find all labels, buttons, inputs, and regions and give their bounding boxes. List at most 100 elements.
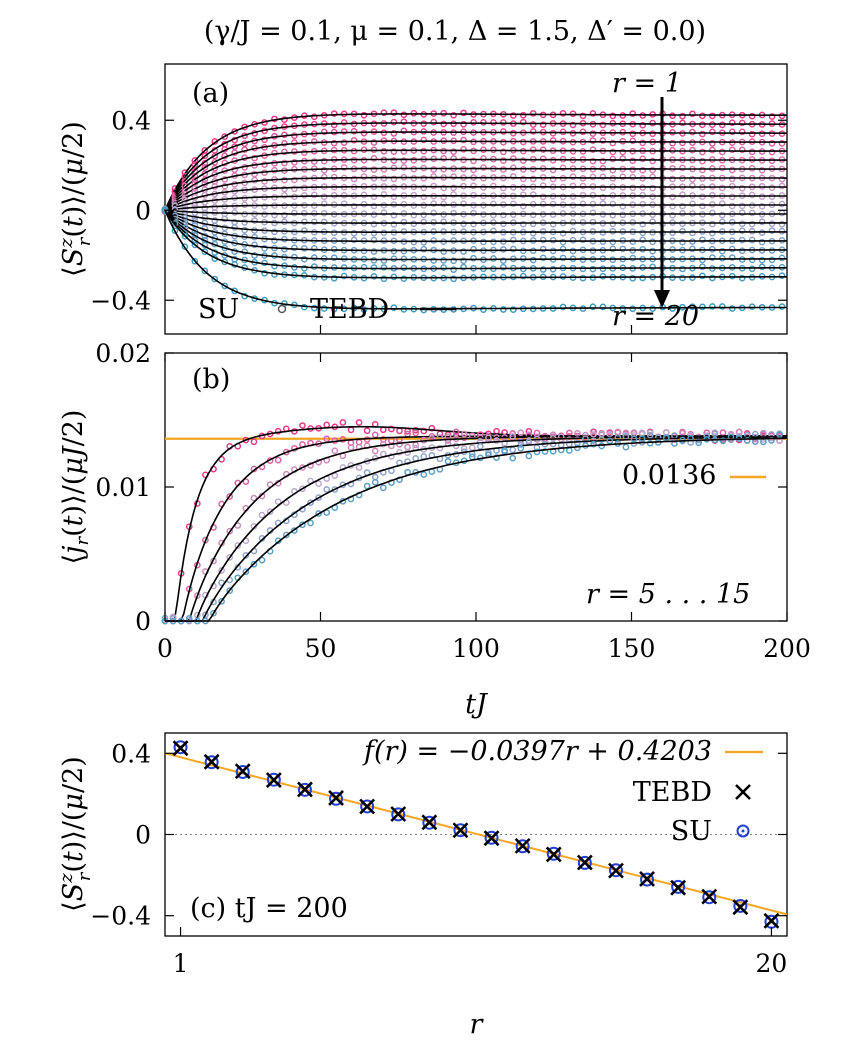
panel-a-su-point [231, 287, 239, 295]
panel-c-legend-su-marker [736, 824, 750, 838]
panel-a-su-point [271, 237, 278, 244]
panel-a-tebd-line-r15 [164, 209, 787, 243]
panel-b-xlabel: tJ [465, 689, 489, 720]
panel-a-su-point [718, 148, 726, 156]
panel-a-su-point [320, 166, 328, 174]
panel-a-su-point [609, 112, 617, 120]
panel-c-tebd-point-r9 [421, 814, 438, 831]
panel-a-su-point [330, 274, 338, 282]
panel-a-su-point [649, 166, 656, 174]
panel-b-su-point [226, 554, 234, 561]
panel-b-su-point [509, 446, 517, 454]
panel-a-su-point [738, 119, 746, 127]
panel-a-su-point [589, 173, 597, 181]
panel-b-su-point [371, 478, 379, 486]
panel-a-su-point [460, 200, 467, 208]
panel-a-su-point [539, 245, 547, 253]
panel-a-su-point [709, 274, 716, 282]
panel-a-su-point [370, 202, 378, 210]
panel-a-su-point [649, 238, 656, 246]
panel-a-su-point [559, 245, 567, 253]
panel-a-su-point [599, 272, 607, 280]
panel-a-legend-tebd-label: TEBD [310, 294, 389, 325]
panel-b-ytick-label: 0.02 [95, 339, 151, 368]
panel-a-su-point [699, 157, 706, 165]
panel-a-su-point [460, 257, 467, 265]
panel-b-su-point [468, 444, 476, 452]
panel-a-su-point [490, 227, 497, 235]
panel-a-su-point [430, 166, 438, 173]
panel-a-su-point [410, 211, 418, 219]
panel-a-su-point [509, 306, 517, 313]
panel-a-su-point [310, 138, 318, 145]
panel-a-su-point [221, 215, 229, 223]
panel-a-su-point [211, 164, 219, 172]
panel-a-su-point [679, 265, 686, 273]
panel-a-su-point [261, 211, 268, 218]
panel-a-annotation-r20: r = 20 [612, 301, 699, 332]
panel-b-su-point [590, 428, 597, 436]
panel-a-su-point [201, 164, 209, 171]
panel-b-su-point [460, 445, 468, 452]
panel-a-su-point [639, 139, 647, 147]
panel-b-su-point [493, 427, 500, 435]
panel-a-su-point [718, 200, 726, 208]
panel-b-su-point [517, 441, 525, 448]
panel-a-su-point [340, 128, 348, 135]
panel-a-su-point [579, 200, 587, 208]
panel-b-su-point [315, 480, 322, 487]
panel-c-points [172, 740, 780, 929]
panel-a-su-point [509, 200, 517, 208]
panel-b-su-point [258, 556, 266, 564]
panel-a-su-point [460, 263, 467, 271]
panel-a-su-point [430, 257, 438, 264]
panel-a-su-point [281, 176, 288, 184]
panel-b-annotation: r = 5 . . . 15 [586, 579, 750, 610]
panel-a-su-point [490, 119, 497, 126]
panel-a-su-point [649, 247, 656, 255]
panel-a-su-point [370, 193, 378, 201]
panel-a-arrow-head [654, 290, 670, 308]
panel-b-su-point [347, 444, 355, 451]
panel-a-su-point [440, 257, 448, 264]
panel-b-su-point [630, 435, 638, 443]
panel-a-su-point [529, 121, 537, 128]
panel-b-su-point [719, 429, 727, 436]
panel-a-su-point [211, 275, 219, 283]
panel-b-label: (b) [192, 364, 230, 395]
panel-a-su-point [709, 254, 716, 261]
panel-a-su-point [430, 200, 438, 207]
panel-a-su-point [509, 112, 517, 119]
panel-c-tebd-point-r8 [390, 806, 407, 822]
panel-b-su-point [242, 478, 250, 485]
panel-b-su-point [307, 519, 314, 527]
panel-a-su-point [768, 227, 776, 235]
panel-a-su-point [480, 164, 487, 171]
panel-a-su-point [559, 303, 567, 311]
panel-a-su-point [310, 158, 318, 165]
panel-b-su-point [630, 432, 638, 439]
panel-a-su-point [380, 175, 388, 182]
panel-c-ytick-label: 0.4 [111, 739, 151, 768]
panel-a-su-point [569, 182, 577, 190]
panel-b-su-point [315, 494, 322, 501]
panel-a-su-point [171, 220, 179, 227]
panel-a-su-point [679, 119, 686, 127]
panel-a-su-point [629, 305, 637, 313]
panel-a-su-point [201, 152, 209, 160]
panel-a-su-point [699, 272, 706, 280]
panel-a-su-point [370, 155, 378, 162]
panel-a-su-point [559, 273, 567, 280]
panel-b-su-point [517, 438, 525, 445]
panel-a-su-point [718, 303, 726, 310]
panel-b-su-point [323, 486, 331, 493]
panel-a-su-point [669, 139, 676, 147]
panel-a-su-point [470, 157, 477, 165]
panel-a-su-point [390, 193, 398, 201]
panel-a-su-point [599, 173, 607, 181]
panel-a-su-point [340, 119, 348, 126]
panel-a-su-point [758, 263, 766, 271]
panel-b-su-point [606, 430, 614, 438]
panel-a-label: (a) [192, 78, 229, 109]
panel-a-su-point [410, 238, 418, 246]
